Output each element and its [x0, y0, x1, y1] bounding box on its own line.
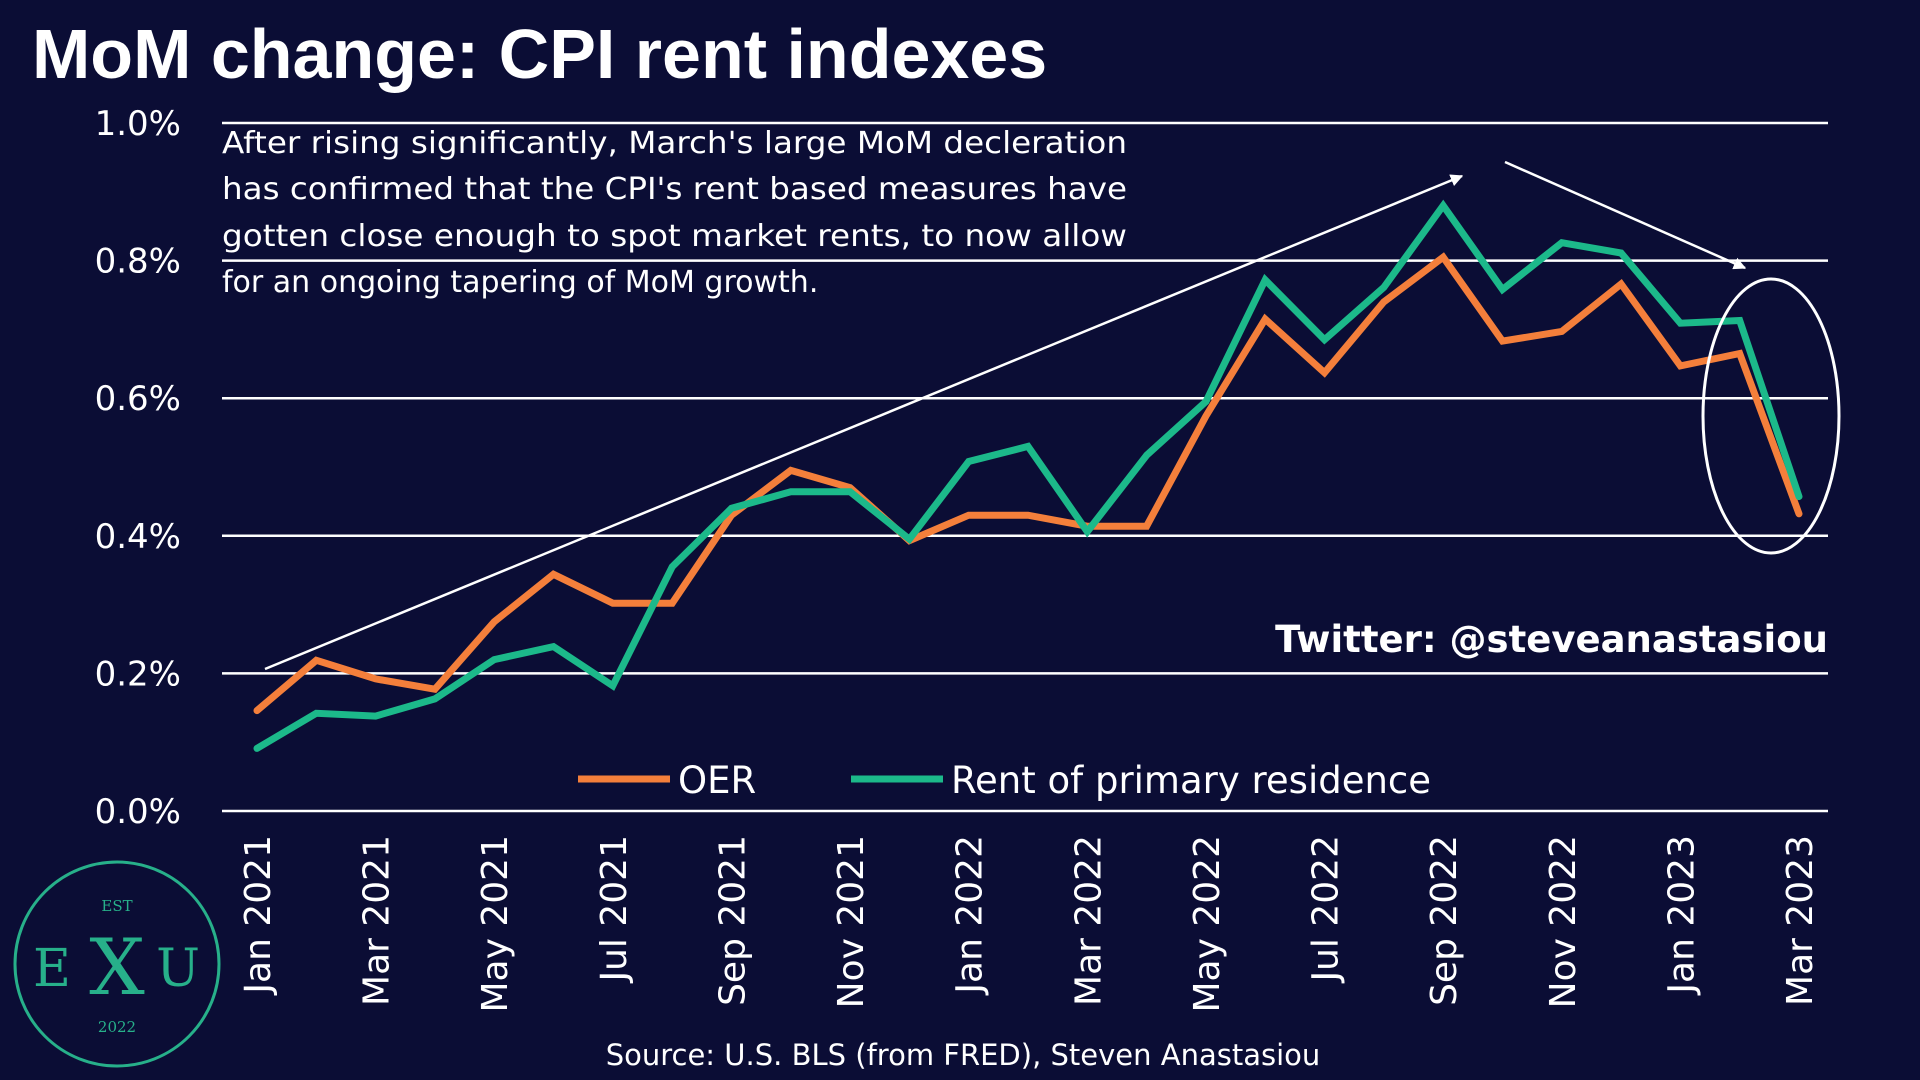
x-tick-label: Mar 2021 [357, 835, 398, 1006]
x-tick-label: May 2021 [475, 835, 516, 1013]
x-tick-label: Mar 2022 [1068, 835, 1109, 1006]
y-tick-label: 0.4% [95, 517, 181, 557]
y-axis-tick-labels: 0.0% 0.2% 0.4% 0.6% 0.8% 1.0% [95, 104, 181, 832]
logo-letter-e: E [33, 939, 71, 999]
x-tick-label: Nov 2022 [1543, 835, 1584, 1008]
legend-label-oer: OER [678, 759, 756, 802]
annotation-line: After rising significantly, March's larg… [222, 126, 1127, 161]
source-note: Source: U.S. BLS (from FRED), Steven Ana… [606, 1038, 1321, 1072]
y-tick-label: 1.0% [95, 104, 181, 144]
y-tick-label: 0.2% [95, 654, 181, 694]
annotation-line: gotten close enough to spot market rents… [222, 219, 1127, 254]
x-tick-label: Sep 2021 [712, 835, 753, 1006]
x-tick-label: Sep 2022 [1424, 835, 1465, 1006]
annotation-line: has confirmed that the CPI's rent based … [222, 172, 1127, 207]
exu-logo: EST E X U 2022 [13, 860, 221, 1068]
twitter-handle: Twitter: @steveanastasiou [1275, 618, 1828, 661]
logo-letter-x: X [89, 923, 145, 1013]
x-tick-label: Nov 2021 [831, 835, 872, 1008]
logo-est: EST [101, 897, 132, 915]
logo-year: 2022 [98, 1018, 136, 1036]
logo-ring [13, 860, 221, 1068]
series-lines [253, 199, 1803, 752]
y-tick-label: 0.6% [95, 379, 181, 419]
x-tick-label: Jan 2022 [950, 835, 991, 996]
highlight-ellipse [1701, 277, 1841, 555]
falling-trend-arrow [1504, 160, 1747, 270]
legend: OER Rent of primary residence [578, 759, 1431, 802]
x-tick-label: Jul 2021 [594, 835, 635, 984]
x-axis-tick-labels: Jan 2021 Mar 2021 May 2021 Jul 2021 Sep 2021… [238, 835, 1821, 1013]
x-tick-label: May 2022 [1187, 835, 1228, 1013]
legend-label-rent: Rent of primary residence [951, 759, 1431, 802]
grid-lines [222, 121, 1828, 813]
annotation-line: for an ongoing tapering of MoM growth. [222, 265, 818, 300]
x-tick-label: Jan 2023 [1661, 835, 1702, 996]
y-tick-label: 0.8% [95, 242, 181, 282]
rising-trend-arrow [264, 174, 1464, 671]
x-tick-label: Jul 2022 [1306, 835, 1347, 984]
x-tick-label: Mar 2023 [1780, 835, 1821, 1006]
series-line-rent [253, 199, 1803, 752]
y-tick-label: 0.0% [95, 792, 181, 832]
series-line-oer [253, 252, 1803, 715]
x-tick-label: Jan 2021 [238, 835, 279, 996]
logo-letter-u: U [156, 939, 200, 999]
chart-title: MoM change: CPI rent indexes [32, 15, 1047, 93]
annotation-text: After rising significantly, March's larg… [222, 126, 1127, 300]
